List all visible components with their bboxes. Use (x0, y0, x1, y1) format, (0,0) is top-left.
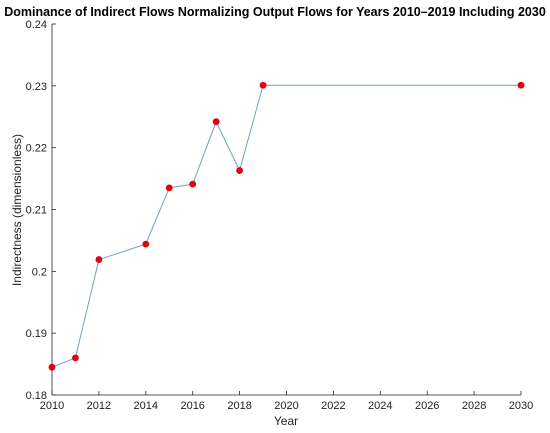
data-point (165, 184, 173, 192)
y-axis-label: Indirectness (dimensionless) (10, 134, 24, 286)
x-tick-label: 2016 (180, 400, 204, 412)
x-tick-label: 2012 (87, 400, 111, 412)
x-tick-label: 2024 (368, 400, 392, 412)
x-tick-label: 2018 (227, 400, 251, 412)
series-line (51, 84, 521, 368)
axes (51, 24, 521, 396)
data-point (212, 118, 220, 126)
y-tick-label: 0.18 (26, 390, 47, 402)
plot-area (48, 81, 525, 371)
x-tick-label: 2026 (415, 400, 439, 412)
data-point (259, 81, 267, 89)
y-tick-label: 0.19 (26, 328, 47, 340)
data-point (95, 256, 103, 263)
x-axis-label: Year (274, 414, 298, 428)
x-tick-label: 2014 (134, 400, 158, 412)
x-tick-label: 2022 (321, 400, 345, 412)
data-point (48, 363, 56, 371)
data-point (189, 180, 197, 188)
x-tick-label: 2020 (274, 400, 298, 412)
y-tick-label: 0.24 (26, 19, 47, 31)
ticks: 2010 2012 2014 2016 2018 2020 2022 2024 2026 2028… (26, 19, 534, 412)
data-point (236, 167, 244, 174)
x-tick-label: 2030 (509, 400, 533, 412)
data-point (72, 354, 79, 362)
y-tick-label: 0.23 (26, 81, 47, 93)
data-point (517, 81, 525, 89)
data-point (142, 240, 150, 248)
x-tick-label: 2028 (462, 400, 486, 412)
y-tick-label: 0.22 (26, 143, 47, 155)
y-tick-label: 0.2 (32, 266, 47, 278)
chart-title: Dominance of Indirect Flows Normalizing … (4, 5, 546, 19)
y-tick-label: 0.21 (26, 205, 47, 217)
x-tick-label: 2010 (40, 400, 64, 412)
